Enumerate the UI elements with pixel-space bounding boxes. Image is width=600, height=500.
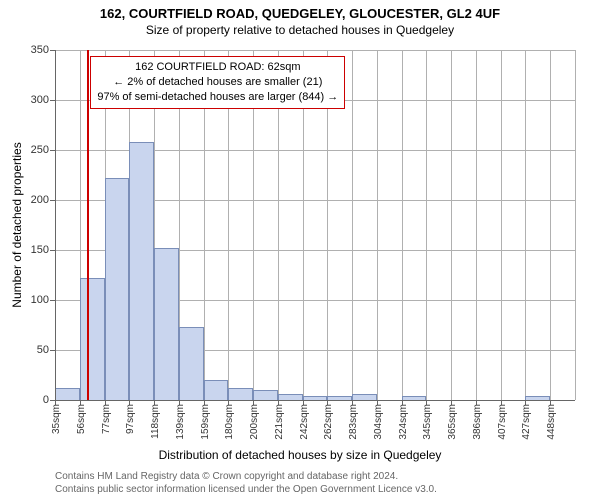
gridline-v [525, 50, 526, 400]
histogram-bar [129, 142, 154, 400]
page-subtitle: Size of property relative to detached ho… [0, 21, 600, 37]
histogram-bar [80, 278, 105, 400]
footer: Contains HM Land Registry data © Crown c… [55, 470, 437, 496]
x-tick-label: 407sqm [497, 404, 508, 440]
gridline-v [501, 50, 502, 400]
reference-marker-line [87, 50, 89, 400]
histogram-bar [154, 248, 179, 400]
x-axis-line [55, 400, 575, 401]
footer-line-1: Contains HM Land Registry data © Crown c… [55, 470, 437, 483]
gridline-v [402, 50, 403, 400]
histogram-bar [228, 388, 253, 400]
y-axis-label: Number of detached properties [10, 142, 24, 307]
histogram-bar [105, 178, 130, 400]
x-tick-label: 242sqm [299, 404, 310, 440]
x-tick-label: 97sqm [125, 404, 136, 434]
y-tick-label: 100 [31, 294, 49, 306]
x-tick-label: 262sqm [323, 404, 334, 440]
y-tick-label: 200 [31, 194, 49, 206]
x-tick-label: 200sqm [249, 404, 260, 440]
x-tick-label: 427sqm [521, 404, 532, 440]
x-axis-label: Distribution of detached houses by size … [0, 448, 600, 462]
x-tick-label: 139sqm [175, 404, 186, 440]
gridline-v [352, 50, 353, 400]
page-title: 162, COURTFIELD ROAD, QUEDGELEY, GLOUCES… [0, 0, 600, 21]
x-tick-label: 159sqm [200, 404, 211, 440]
y-tick-label: 0 [43, 394, 49, 406]
gridline-v [451, 50, 452, 400]
gridline-v [426, 50, 427, 400]
annotation-line-3: 97% of semi-detached houses are larger (… [97, 90, 338, 105]
x-tick-label: 118sqm [150, 404, 161, 439]
x-tick-label: 77sqm [101, 404, 112, 434]
gridline-v [575, 50, 576, 400]
x-tick-label: 180sqm [224, 404, 235, 440]
chart-area: 05010015020025030035035sqm56sqm77sqm97sq… [55, 50, 575, 400]
footer-line-2: Contains public sector information licen… [55, 483, 437, 496]
histogram-bar [204, 380, 229, 400]
x-tick-label: 345sqm [422, 404, 433, 440]
histogram-bar [179, 327, 204, 400]
x-tick-label: 386sqm [472, 404, 483, 440]
annotation-line-1: 162 COURTFIELD ROAD: 62sqm [97, 60, 338, 75]
y-tick-label: 150 [31, 244, 49, 256]
annotation-line-2: ← 2% of detached houses are smaller (21) [97, 75, 338, 90]
y-tick-label: 300 [31, 94, 49, 106]
gridline-v [550, 50, 551, 400]
gridline-v [476, 50, 477, 400]
x-tick-label: 324sqm [398, 404, 409, 440]
gridline-h [55, 50, 575, 51]
x-tick-label: 283sqm [348, 404, 359, 440]
y-tick-label: 50 [37, 344, 49, 356]
gridline-v [377, 50, 378, 400]
y-axis-line [55, 50, 56, 400]
x-tick-label: 365sqm [447, 404, 458, 440]
x-tick-label: 56sqm [76, 404, 87, 434]
x-tick-label: 35sqm [51, 404, 62, 434]
y-tick-label: 350 [31, 44, 49, 56]
annotation-box: 162 COURTFIELD ROAD: 62sqm← 2% of detach… [90, 56, 345, 109]
x-tick-label: 221sqm [274, 404, 285, 440]
histogram-bar [253, 390, 278, 400]
plot-region: 05010015020025030035035sqm56sqm77sqm97sq… [55, 50, 575, 400]
x-tick-label: 304sqm [373, 404, 384, 440]
chart-container: 162, COURTFIELD ROAD, QUEDGELEY, GLOUCES… [0, 0, 600, 500]
x-tick-label: 448sqm [546, 404, 557, 440]
histogram-bar [55, 388, 80, 400]
y-tick-label: 250 [31, 144, 49, 156]
